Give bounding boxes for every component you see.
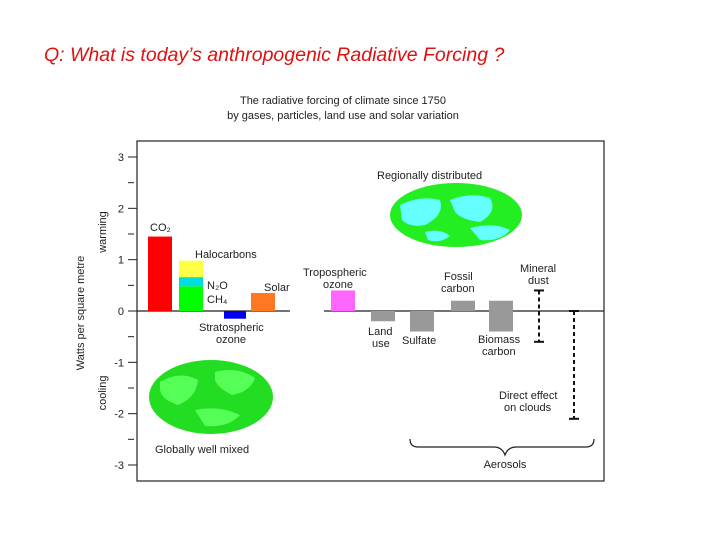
aerosols-label: Aerosols xyxy=(484,459,527,471)
y-tick-label: 2 xyxy=(118,203,124,215)
y-axis-cooling-label: cooling xyxy=(97,376,109,411)
bar-fossil-carbon xyxy=(451,300,475,311)
tropospheric-ozone-label-2: ozone xyxy=(323,279,353,291)
fossil-carbon-label-2: carbon xyxy=(441,283,475,295)
biomass-carbon-label-1: Biomass xyxy=(478,334,521,346)
y-tick-label: 0 xyxy=(118,306,124,318)
tropospheric-ozone-label-1: Tropospheric xyxy=(303,267,367,279)
bar-halocarbons xyxy=(179,286,203,311)
halocarbons-label: Halocarbons xyxy=(195,249,257,261)
direct-effect-label-2: on clouds xyxy=(504,402,552,414)
biomass-carbon-label-2: carbon xyxy=(482,346,516,358)
bar-stratospheric-ozone xyxy=(224,311,246,319)
bar-biomass-carbon xyxy=(489,300,513,332)
bar-tropospheric-ozone xyxy=(331,290,355,311)
land-use-label-1: Land xyxy=(368,326,392,338)
y-axis-warming-label: warming xyxy=(97,211,109,254)
land-use-label-2: use xyxy=(372,338,390,350)
y-tick-label: -3 xyxy=(114,460,124,472)
sulfate-label: Sulfate xyxy=(402,335,436,347)
bar-halocarbons xyxy=(179,277,203,287)
regional-map-icon xyxy=(390,183,522,247)
globally-well-mixed-label: Globally well mixed xyxy=(155,444,249,456)
y-tick-label: 1 xyxy=(118,255,124,267)
global-map-icon xyxy=(149,360,273,434)
slide-title: Q: What is today’s anthropogenic Radiati… xyxy=(44,44,505,66)
forcing-bars xyxy=(148,236,513,332)
regionally-distributed-label: Regionally distributed xyxy=(377,170,482,182)
fossil-carbon-label-1: Fossil xyxy=(444,271,473,283)
mineral-dust-label-1: Mineral xyxy=(520,263,556,275)
bar-solar xyxy=(251,293,275,311)
chart-subtitle: by gases, particles, land use and solar … xyxy=(227,110,459,122)
bar-halocarbons xyxy=(179,260,203,278)
solar-label: Solar xyxy=(264,282,290,294)
chart-title: The radiative forcing of climate since 1… xyxy=(240,95,446,107)
y-axis-label: Watts per square metre xyxy=(75,256,87,371)
uncertainty-lines xyxy=(534,289,579,420)
bar-sulfate xyxy=(410,311,434,332)
y-tick-label: -1 xyxy=(114,357,124,369)
stratospheric-ozone-label-1: Stratospheric xyxy=(199,322,264,334)
mineral-dust-label-2: dust xyxy=(528,275,549,287)
y-tick-label: 3 xyxy=(118,152,124,164)
direct-effect-label-1: Direct effect xyxy=(499,390,558,402)
y-tick-label: -2 xyxy=(114,409,124,421)
n2o-label: N₂O xyxy=(207,280,228,292)
bar-co2 xyxy=(148,236,172,311)
y-axis-ticks: 3 2 1 0 -1 -2 -3 xyxy=(114,152,604,472)
stratospheric-ozone-label-2: ozone xyxy=(216,334,246,346)
co2-label: CO₂ xyxy=(150,222,171,234)
ch4-label: CH₄ xyxy=(207,294,228,306)
bar-land-use xyxy=(371,311,395,322)
aerosols-bracket xyxy=(409,438,595,457)
